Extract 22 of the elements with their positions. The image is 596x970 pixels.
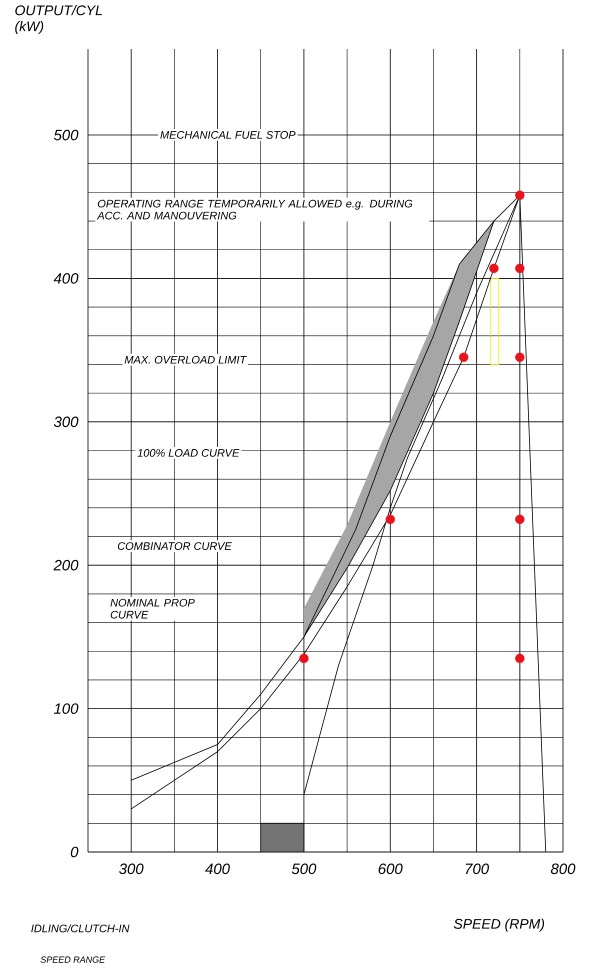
x-tick-label: 700 [466,864,489,874]
x-axis-title: SPEED (RPM) [454,918,544,932]
annotation: MAX. OVERLOAD LIMIT [124,356,247,364]
y-tick-label: 200 [53,560,78,570]
y-tick-label: 300 [54,416,78,428]
x-tick-label: 600 [378,864,403,874]
text: SPEED RANGE [40,956,106,963]
annotation: 100% LOAD CURVE [138,449,240,457]
annotation: MECHANICAL FUEL STOP [160,131,296,139]
x-tick-label: 800 [550,864,576,874]
y-tick-label: 500 [54,130,78,140]
y-tick-label: 0 [70,846,78,858]
annotation: OPERATING RANGE TEMPORARILY ALLOWED e.g. DURING ACC. AND MANOUVERING [96,200,412,220]
y-axis-title: OUTPUT/CYL (kW) [15,5,102,34]
y-tick-label: 400 [54,273,78,284]
x-tick-label: 400 [205,864,230,874]
text: IDLING/CLUTCH-IN [31,924,130,932]
x-tick-label: 300 [119,864,144,874]
annotation: COMBINATOR CURVE [118,542,232,550]
x-tick-label: 500 [292,864,316,874]
y-tick-label: 100 [54,703,78,714]
annotation: NOMINAL PROP CURVE [110,598,195,619]
